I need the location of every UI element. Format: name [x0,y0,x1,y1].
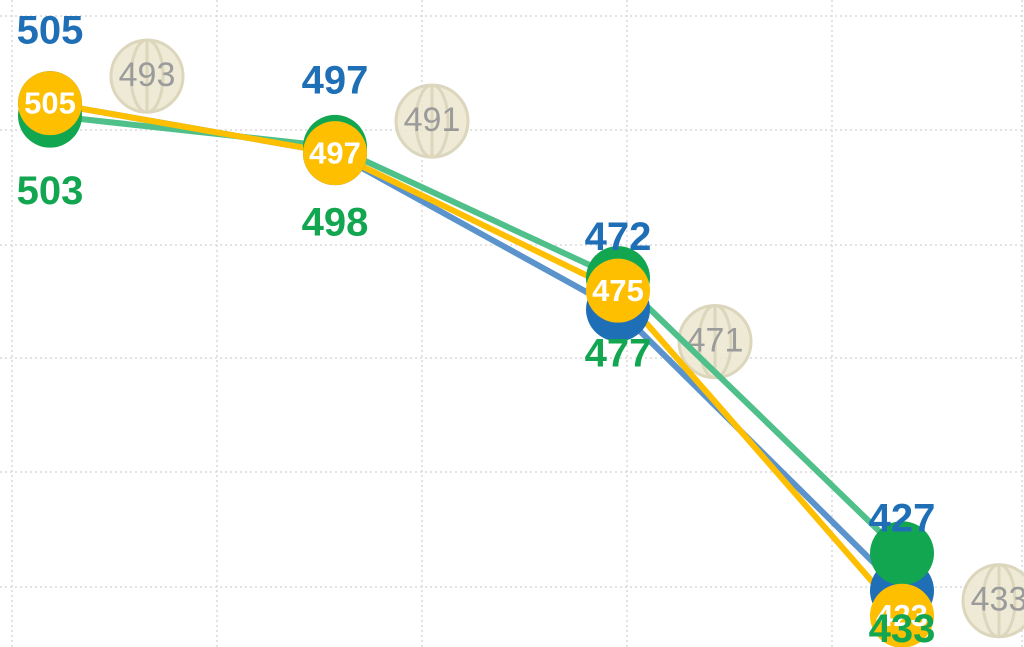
reference-label: 491 [404,101,461,139]
reference-badge: 433 [961,563,1024,639]
reference-badge: 491 [394,83,470,159]
point [870,583,934,647]
data-label: 433 [869,607,936,647]
point-label: 497 [309,135,361,170]
point [870,521,934,586]
point [18,71,82,136]
point-label: 423 [876,598,928,633]
point-label: 475 [592,273,644,308]
series-line [49,100,905,593]
series-line [49,100,905,618]
point [586,258,650,323]
data-label: 503 [17,169,84,213]
data-label: 477 [585,332,652,376]
series-line [49,112,905,556]
reference-label: 433 [971,581,1024,619]
data-label: 472 [585,215,652,259]
data-label: 498 [302,200,369,244]
data-label: 505 [17,9,84,53]
reference-label: 493 [119,56,176,94]
reference-badge: 493 [109,38,185,114]
data-label: 497 [302,59,369,103]
point [303,121,367,186]
point-label: 505 [24,85,76,120]
data-label: 427 [869,496,936,540]
reference-badge: 471 [677,304,753,380]
